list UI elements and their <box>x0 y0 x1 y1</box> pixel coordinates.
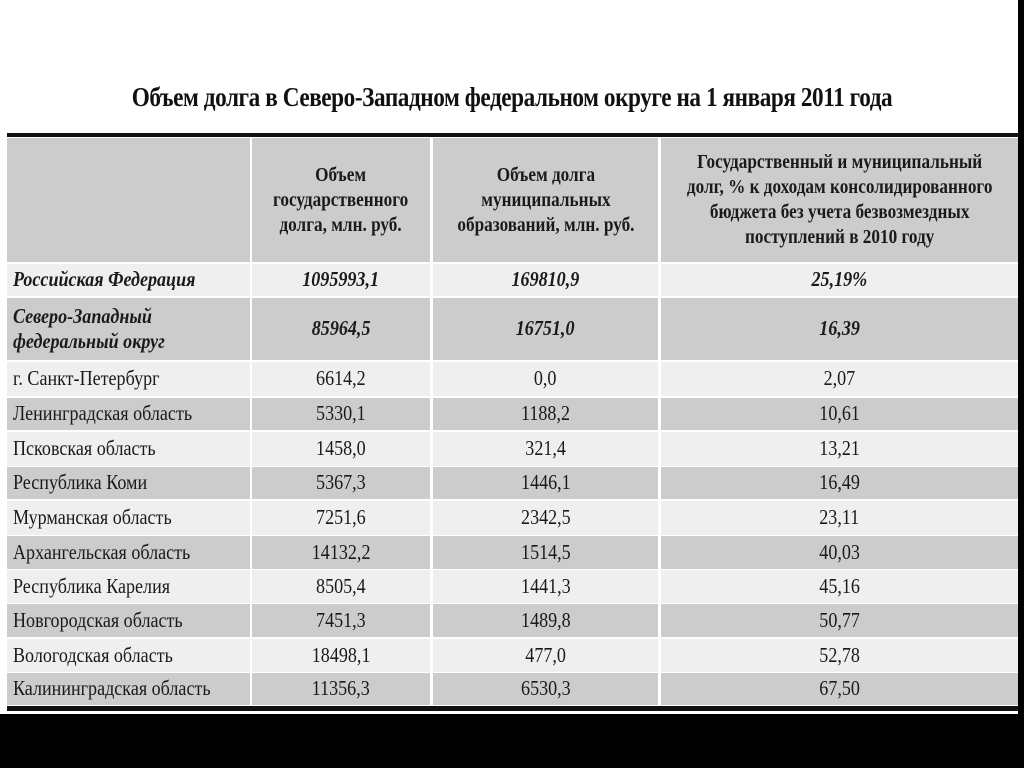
cell-municipal-debt: 1446,1 <box>433 467 658 499</box>
cell-municipal-debt: 1489,8 <box>433 604 658 637</box>
cell-debt-percent: 10,61 <box>661 398 1018 430</box>
cell-municipal-debt: 6530,3 <box>433 673 658 705</box>
cell-municipal-debt: 1514,5 <box>433 536 658 569</box>
cell-state-debt: 11356,3 <box>252 673 430 705</box>
cell-state-debt: 7251,6 <box>252 501 430 535</box>
cell-region: Новгородская область <box>7 604 250 637</box>
cell-debt-percent: 13,21 <box>661 432 1018 466</box>
cell-municipal-debt: 2342,5 <box>433 501 658 535</box>
cell-state-debt: 85964,5 <box>252 298 430 360</box>
table-top-rule <box>7 133 1018 137</box>
cell-region: Республика Карелия <box>7 570 250 603</box>
cell-state-debt: 6614,2 <box>252 362 430 396</box>
cell-state-debt: 1458,0 <box>252 432 430 466</box>
cell-region: Ленинградская область <box>7 398 250 430</box>
cell-state-debt: 1095993,1 <box>252 264 430 296</box>
cell-debt-percent: 23,11 <box>661 501 1018 535</box>
cell-state-debt: 14132,2 <box>252 536 430 569</box>
cell-debt-percent: 52,78 <box>661 639 1018 672</box>
cell-debt-percent: 16,39 <box>661 298 1018 360</box>
cell-region: Мурманская область <box>7 501 250 535</box>
cell-region: г. Санкт-Петербург <box>7 362 250 396</box>
cell-region: Псковская область <box>7 432 250 466</box>
cell-region: Российская Федерация <box>7 264 250 296</box>
cell-municipal-debt: 0,0 <box>433 362 658 396</box>
header-cell-region <box>7 138 250 262</box>
cell-municipal-debt: 169810,9 <box>433 264 658 296</box>
cell-region: Калининградская область <box>7 673 250 705</box>
cell-state-debt: 5330,1 <box>252 398 430 430</box>
cell-municipal-debt: 477,0 <box>433 639 658 672</box>
bottom-black-border <box>0 714 1024 768</box>
cell-debt-percent: 45,16 <box>661 570 1018 603</box>
cell-state-debt: 5367,3 <box>252 467 430 499</box>
cell-state-debt: 18498,1 <box>252 639 430 672</box>
cell-municipal-debt: 1441,3 <box>433 570 658 603</box>
right-black-border <box>1018 0 1024 768</box>
header-cell-municipal-debt: Объем долга муниципальных образований, м… <box>433 138 658 262</box>
cell-debt-percent: 67,50 <box>661 673 1018 705</box>
cell-state-debt: 8505,4 <box>252 570 430 603</box>
cell-debt-percent: 50,77 <box>661 604 1018 637</box>
page-title: Объем долга в Северо-Западном федерально… <box>131 82 893 112</box>
header-cell-debt-percent: Государственный и муниципальный долг, % … <box>661 138 1018 262</box>
cell-region: Республика Коми <box>7 467 250 499</box>
header-cell-state-debt: Объем государственного долга, млн. руб. <box>252 138 430 262</box>
cell-municipal-debt: 321,4 <box>433 432 658 466</box>
table-bottom-rule <box>7 706 1018 711</box>
cell-region: Северо-Западный федеральный округ <box>7 298 250 360</box>
cell-region: Архангельская область <box>7 536 250 569</box>
cell-state-debt: 7451,3 <box>252 604 430 637</box>
cell-region: Вологодская область <box>7 639 250 672</box>
cell-debt-percent: 2,07 <box>661 362 1018 396</box>
cell-debt-percent: 16,49 <box>661 467 1018 499</box>
cell-debt-percent: 25,19% <box>661 264 1018 296</box>
cell-municipal-debt: 1188,2 <box>433 398 658 430</box>
cell-municipal-debt: 16751,0 <box>433 298 658 360</box>
cell-debt-percent: 40,03 <box>661 536 1018 569</box>
